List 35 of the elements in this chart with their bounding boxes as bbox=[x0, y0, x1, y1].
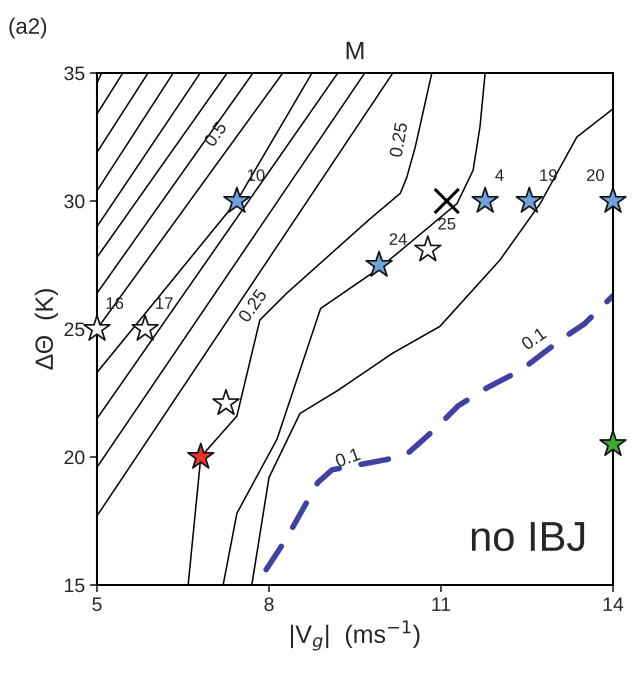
point bbox=[599, 430, 627, 456]
annotation: 0.1 bbox=[334, 447, 361, 468]
point bbox=[516, 186, 544, 213]
y-tick-label: 25 bbox=[64, 322, 84, 336]
point bbox=[365, 250, 393, 277]
y-tick-label: 35 bbox=[64, 66, 84, 80]
y-tick-label: 15 bbox=[65, 578, 84, 592]
point bbox=[131, 314, 159, 341]
x-axis-title: |V$_{g}$| (ms$^{−1}$) bbox=[290, 620, 420, 651]
annotation: 24 bbox=[390, 233, 407, 245]
annotation: 25 bbox=[438, 218, 456, 230]
annotation: 0.5 bbox=[203, 120, 228, 148]
point bbox=[471, 186, 499, 213]
y-tick-label: 20 bbox=[64, 450, 84, 464]
point bbox=[212, 388, 240, 416]
x-tick-label: 5 bbox=[92, 598, 102, 612]
point bbox=[187, 442, 214, 469]
x-tick-label: 14 bbox=[604, 598, 624, 611]
chart-title: M bbox=[346, 42, 364, 60]
x-tick-label: 11 bbox=[432, 598, 450, 611]
y-axis-title: ΔΘ (K) bbox=[34, 289, 58, 370]
annotation: no IBJ bbox=[472, 522, 584, 552]
point bbox=[599, 186, 627, 213]
text: (a2) bbox=[9, 18, 46, 38]
point bbox=[223, 186, 251, 213]
annotation: 17 bbox=[156, 297, 173, 309]
point bbox=[414, 235, 442, 262]
annotation: 20 bbox=[586, 169, 604, 182]
x-tick-label: 8 bbox=[264, 597, 274, 612]
annotation: 0.25 bbox=[389, 122, 408, 158]
y-tick-label: 30 bbox=[64, 194, 84, 208]
point bbox=[433, 187, 460, 215]
annotation: 4 bbox=[495, 169, 504, 181]
annotation: 0.1 bbox=[520, 326, 547, 351]
point bbox=[83, 314, 111, 341]
